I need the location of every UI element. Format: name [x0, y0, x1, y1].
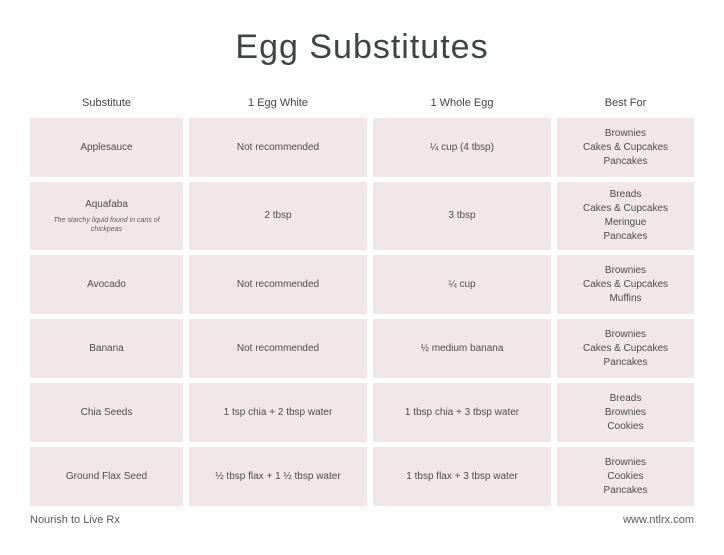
- cell-best-for-list: Brownies Cakes & Cupcakes Muffins: [557, 255, 694, 314]
- cell-egg-white-amount: Not recommended: [189, 118, 367, 177]
- cell-best-for-list: Brownies Cookies Pancakes: [557, 447, 694, 506]
- cell-best-for-list: Brownies Cakes & Cupcakes Pancakes: [557, 319, 694, 378]
- table-row-banana: Banana Not recommended ½ medium banana B…: [30, 319, 694, 378]
- cell-substitute-name: Ground Flax Seed: [30, 447, 183, 506]
- page-footer: Nourish to Live Rx www.ntlrx.com: [0, 514, 724, 526]
- table-row-chia-seeds: Chia Seeds 1 tsp chia + 2 tbsp water 1 t…: [30, 383, 694, 442]
- column-header-whole-egg: 1 Whole Egg: [430, 97, 494, 109]
- table-header-row: Substitute 1 Egg White 1 Whole Egg Best …: [30, 88, 694, 118]
- cell-best-for-list: Breads Brownies Cookies: [557, 383, 694, 442]
- brand-name: Nourish to Live Rx: [30, 514, 120, 526]
- table-row-ground-flax-seed: Ground Flax Seed ½ tbsp flax + 1 ½ tbsp …: [30, 447, 694, 506]
- cell-substitute-name: Aquafaba The starchy liquid found in can…: [30, 182, 183, 250]
- cell-egg-white-amount: ½ tbsp flax + 1 ½ tbsp water: [189, 447, 367, 506]
- cell-whole-egg-amount: 1 tbsp flax + 3 tbsp water: [373, 447, 551, 506]
- page-title: Egg Substitutes: [235, 28, 489, 66]
- cell-egg-white-amount: 1 tsp chia + 2 tbsp water: [189, 383, 367, 442]
- website-url: www.ntlrx.com: [623, 514, 694, 526]
- cell-whole-egg-amount: ¼ cup (4 tbsp): [373, 118, 551, 177]
- substitute-description-note: The starchy liquid found in cans of chic…: [53, 217, 160, 233]
- table-row-applesauce: Applesauce Not recommended ¼ cup (4 tbsp…: [30, 118, 694, 177]
- cell-egg-white-amount: Not recommended: [189, 255, 367, 314]
- cell-whole-egg-amount: 3 tbsp: [373, 182, 551, 250]
- cell-best-for-list: Brownies Cakes & Cupcakes Pancakes: [557, 118, 694, 177]
- cell-whole-egg-amount: ¼ cup: [373, 255, 551, 314]
- cell-egg-white-amount: Not recommended: [189, 319, 367, 378]
- column-header-best-for: Best For: [604, 97, 647, 109]
- cell-substitute-name: Chia Seeds: [30, 383, 183, 442]
- table-row-avocado: Avocado Not recommended ¼ cup Brownies C…: [30, 255, 694, 314]
- cell-substitute-name: Avocado: [30, 255, 183, 314]
- cell-best-for-list: Breads Cakes & Cupcakes Meringue Pancake…: [557, 182, 694, 250]
- cell-whole-egg-amount: ½ medium banana: [373, 319, 551, 378]
- substitute-name-text: Aquafaba: [85, 199, 128, 210]
- cell-egg-white-amount: 2 tbsp: [189, 182, 367, 250]
- column-header-substitute: Substitute: [82, 97, 131, 109]
- column-header-egg-white: 1 Egg White: [248, 97, 308, 109]
- cell-whole-egg-amount: 1 tbsp chia + 3 tbsp water: [373, 383, 551, 442]
- cell-substitute-name: Banana: [30, 319, 183, 378]
- cell-substitute-name: Applesauce: [30, 118, 183, 177]
- substitutes-table: Substitute 1 Egg White 1 Whole Egg Best …: [30, 88, 694, 511]
- table-row-aquafaba: Aquafaba The starchy liquid found in can…: [30, 182, 694, 250]
